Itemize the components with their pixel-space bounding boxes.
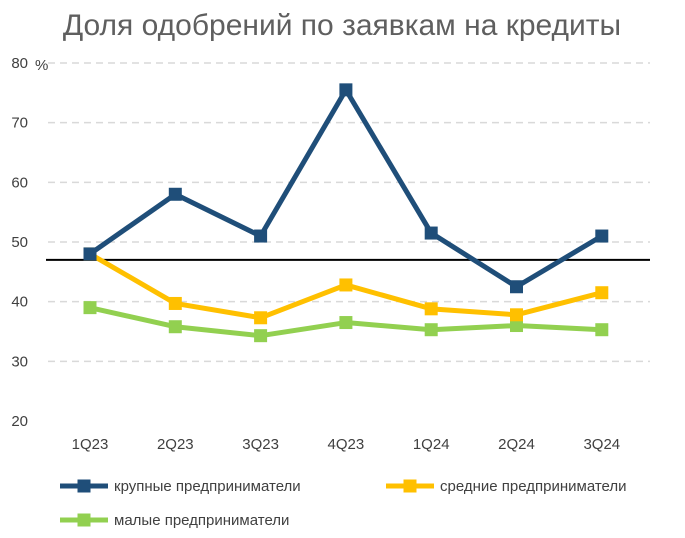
y-tick-label: 20	[11, 413, 28, 430]
chart-title: Доля одобрений по заявкам на кредиты	[63, 9, 621, 42]
legend: крупные предприниматели средние предприни…	[60, 478, 627, 529]
y-tick-label: 50	[11, 234, 28, 251]
data-point-marker	[424, 302, 438, 316]
data-point-marker	[254, 229, 268, 243]
x-tick-label: 3Q24	[583, 436, 620, 453]
x-tick-label: 1Q23	[72, 436, 109, 453]
data-point-marker	[424, 323, 438, 337]
data-point-marker	[595, 323, 609, 337]
data-point-marker	[510, 308, 523, 322]
data-point-marker	[254, 311, 268, 325]
data-point-marker	[424, 226, 438, 240]
data-point-marker	[339, 83, 353, 97]
y-tick-label: 30	[11, 353, 28, 370]
y-tick-label: 40	[11, 294, 28, 311]
y-tick-label: 70	[11, 115, 28, 132]
data-point-marker	[595, 229, 609, 243]
x-tick-label: 4Q23	[328, 436, 365, 453]
y-tick-label: 60	[11, 174, 28, 191]
legend-swatch-marker	[77, 513, 91, 527]
data-point-marker	[168, 320, 182, 334]
series-line	[88, 87, 604, 290]
y-axis-unit: %	[35, 57, 48, 74]
legend-label: малые предприниматели	[114, 512, 289, 529]
y-axis-ticks: 20 30 40 50 60 70 80	[11, 55, 28, 430]
x-axis-ticks: 1Q23 2Q23 3Q23 4Q23 1Q24 2Q24 3Q24	[72, 436, 621, 453]
legend-swatch-marker	[403, 479, 417, 493]
data-point-marker	[83, 301, 97, 315]
data-point-marker	[168, 187, 182, 201]
legend-swatch-marker	[77, 479, 91, 493]
x-tick-label: 2Q23	[157, 436, 194, 453]
data-point-marker	[254, 329, 268, 343]
data-point-marker	[339, 316, 353, 330]
grid-lines	[48, 62, 650, 363]
data-point-marker	[168, 296, 182, 310]
x-tick-label: 3Q23	[242, 436, 279, 453]
data-point-marker	[339, 278, 353, 292]
series-lines	[83, 83, 609, 343]
data-point-marker	[83, 247, 97, 261]
data-point-marker	[510, 319, 523, 333]
y-tick-label: 80	[11, 55, 28, 72]
data-point-marker	[510, 280, 523, 294]
x-tick-label: 1Q24	[413, 436, 450, 453]
x-tick-label: 2Q24	[498, 436, 535, 453]
legend-label: крупные предприниматели	[114, 478, 301, 495]
data-point-marker	[595, 286, 609, 300]
legend-label: средние предприниматели	[440, 478, 627, 495]
